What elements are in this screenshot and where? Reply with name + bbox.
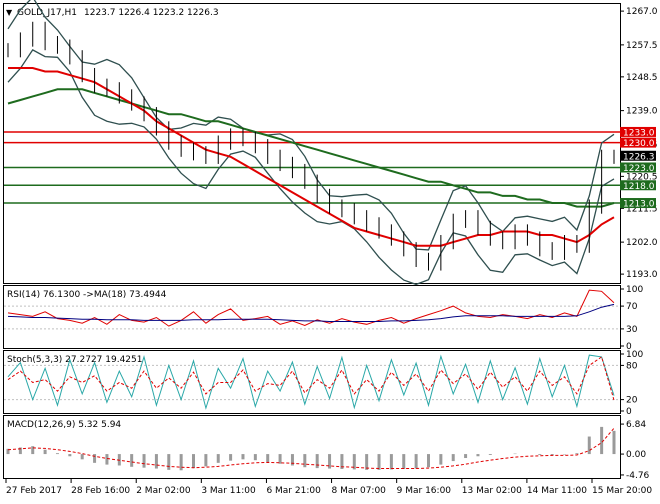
rsi-signal-line <box>7 303 615 322</box>
time-axis-label: 15 Mar 20:00 <box>592 486 652 496</box>
time-axis-label: 6 Mar 21:00 <box>266 486 321 496</box>
price-axis-label: 1257.5 <box>626 41 658 51</box>
stoch-axis-label: 80 <box>626 361 638 371</box>
price-axis-label: 1248.5 <box>626 73 658 83</box>
stoch-axis-label: 20 <box>626 396 638 406</box>
level-tag-bg-1218.0 <box>620 180 656 191</box>
price-panel-frame <box>3 3 621 284</box>
price-axis-label: 1193.0 <box>626 270 658 280</box>
price-axis-label: 1202.0 <box>626 238 658 248</box>
time-axis-label: 2 Mar 02:00 <box>136 486 191 496</box>
level-tag-1233.0: 1233.0 <box>623 128 655 138</box>
macd-signal-line <box>7 427 615 469</box>
macd-label: MACD(12,26,9) 5.32 5.94 <box>7 420 121 430</box>
time-axis-label: 28 Feb 16:00 <box>71 486 130 496</box>
rsi-axis-label: 0 <box>626 342 632 352</box>
rsi-label: RSI(14) 76.1300 ->MA(18) 73.4944 <box>7 290 167 300</box>
upper-band-line <box>7 0 615 251</box>
level-tag-1223.0: 1223.0 <box>623 164 655 174</box>
time-axis-label: 9 Mar 16:00 <box>397 486 452 496</box>
fast-ma-line <box>8 67 615 247</box>
ohlc-readout: 1223.7 1226.4 1223.2 1226.3 <box>84 8 219 18</box>
price-axis-label: 1239.0 <box>626 107 658 117</box>
macd-panel-frame <box>3 415 621 479</box>
collapse-triangle-icon[interactable]: ▼ <box>6 8 13 17</box>
level-tag-bg-1213.0 <box>620 198 656 209</box>
lower-band-line <box>7 49 615 286</box>
symbol-header: GOLD_J17,H1 <box>17 8 77 18</box>
price-axis-label: 1220.5 <box>626 172 658 182</box>
level-tag-bg-1223.0 <box>620 162 656 173</box>
slow-ma-line <box>7 88 615 208</box>
price-tag-bg <box>620 150 656 161</box>
macd-axis-label: 0.00 <box>626 450 646 460</box>
price-tag: 1226.3 <box>623 152 655 162</box>
time-axis-label: 27 Feb 2017 <box>6 486 62 496</box>
time-axis-label: 8 Mar 07:00 <box>332 486 387 496</box>
price-axis-label: 1267.0 <box>626 7 658 17</box>
stoch-signal-line <box>7 356 615 401</box>
level-tag-bg-1230.0 <box>620 137 656 148</box>
level-tag-1213.0: 1213.0 <box>623 200 655 210</box>
time-axis-label: 13 Mar 02:00 <box>462 486 522 496</box>
stoch-axis-label: 0 <box>626 407 632 417</box>
price-axis-label: 1211.5 <box>626 204 658 214</box>
macd-axis-label: -4.76 <box>626 471 650 481</box>
stoch-axis-label: 100 <box>626 350 643 360</box>
rsi-axis-label: 100 <box>626 285 643 295</box>
level-tag-bg-1233.0 <box>620 126 656 137</box>
level-tag-1230.0: 1230.0 <box>623 139 655 149</box>
time-axis-label: 3 Mar 11:00 <box>201 486 256 496</box>
level-tag-1218.0: 1218.0 <box>623 182 655 192</box>
time-axis-label: 14 Mar 11:00 <box>527 486 587 496</box>
rsi-axis-label: 70 <box>626 302 638 312</box>
stoch-label: Stoch(5,3,3) 27.2727 19.4251 <box>7 355 142 365</box>
rsi-axis-label: 30 <box>626 325 638 335</box>
macd-axis-label: 6.84 <box>626 420 646 430</box>
stoch-main-line <box>7 354 615 410</box>
chart-marks: 1267.01257.51248.51239.01229.51220.51211… <box>4 0 658 496</box>
